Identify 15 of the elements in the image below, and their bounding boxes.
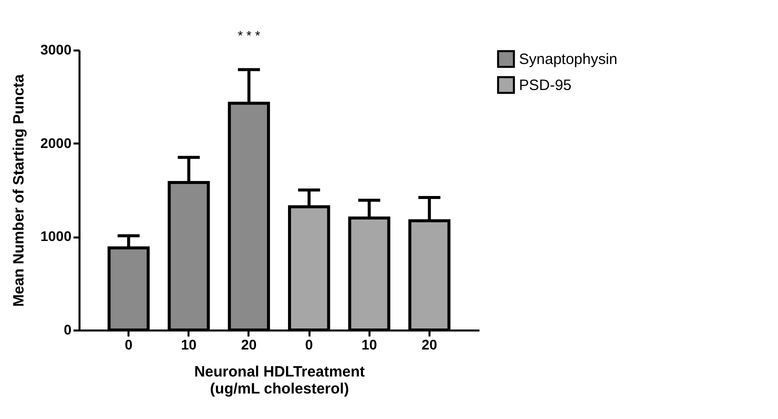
legend-label: Synaptophysin: [519, 51, 618, 68]
y-tick-label: 1000: [40, 228, 72, 244]
y-tick-label: 3000: [40, 42, 72, 58]
x-tick-label: 0: [305, 336, 314, 352]
text: * * *: [238, 28, 260, 43]
x-tick-label: 0: [124, 336, 133, 352]
y-tick-label: 2000: [40, 134, 72, 151]
x-tick-label: 10: [361, 336, 378, 352]
x-axis-title: Neuronal HDLTreatment (ug/mL cholesterol): [194, 364, 365, 398]
legend-label: PSD-95: [519, 77, 572, 94]
y-tick-label: 0: [64, 322, 72, 338]
x-tick-label: 10: [180, 336, 197, 352]
y-axis-title: Mean Number of Starting Puncta: [10, 74, 28, 307]
x-tick-label: 20: [241, 336, 257, 352]
x-tick-label: 20: [422, 336, 438, 352]
